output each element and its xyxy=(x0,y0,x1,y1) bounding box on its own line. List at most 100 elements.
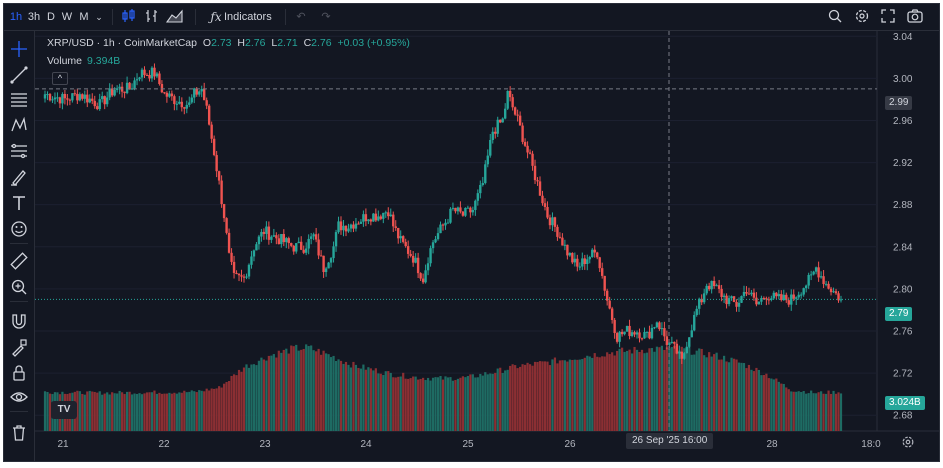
volume-bar xyxy=(111,392,114,431)
candle-body xyxy=(317,239,320,256)
candle-body xyxy=(319,255,323,257)
candle-body xyxy=(655,322,659,328)
candle-body xyxy=(449,208,452,223)
candle-body xyxy=(180,101,184,108)
candle-body xyxy=(419,273,422,279)
fullscreen-icon[interactable] xyxy=(879,8,897,26)
volume-bar xyxy=(817,392,820,431)
interval-1h-button[interactable]: 1h xyxy=(9,11,23,23)
candle-body xyxy=(755,297,758,305)
volume-bar xyxy=(285,348,288,431)
indicators-fx-icon[interactable]: ƒx xyxy=(210,10,222,24)
candle-body xyxy=(591,249,594,258)
emoji-icon[interactable] xyxy=(9,219,29,239)
quick-search-icon[interactable] xyxy=(826,8,844,26)
volume-bar xyxy=(135,393,139,431)
area-chart-icon[interactable] xyxy=(165,8,185,26)
candle-body xyxy=(347,228,350,232)
volume-bar xyxy=(461,376,464,431)
candle-body xyxy=(158,73,161,85)
candle-body xyxy=(516,114,519,116)
redo-icon[interactable]: ↷ xyxy=(321,11,331,23)
volume-bar xyxy=(320,354,323,431)
volume-bar xyxy=(180,392,183,431)
candle-body xyxy=(817,267,820,278)
volume-bar xyxy=(441,379,445,431)
candle-body xyxy=(638,332,641,339)
candle-body xyxy=(834,291,838,294)
zoom-in-icon[interactable] xyxy=(9,277,29,297)
candle-body xyxy=(429,248,432,264)
interval-w-button[interactable]: W xyxy=(61,11,73,23)
volume-bar xyxy=(722,355,726,431)
candle-body xyxy=(548,217,552,226)
projection-icon[interactable] xyxy=(9,141,29,161)
interval-d-button[interactable]: D xyxy=(47,11,55,23)
volume-bar xyxy=(153,390,156,431)
volume-bar xyxy=(203,391,206,431)
volume-bar xyxy=(145,392,149,431)
volume-bar xyxy=(101,394,104,431)
indicators-button[interactable]: Indicators xyxy=(224,11,272,23)
volume-bar xyxy=(536,361,539,431)
volume-bar xyxy=(608,354,611,431)
volume-bar xyxy=(255,365,258,431)
volume-bar xyxy=(807,393,810,431)
candle-body xyxy=(822,276,825,285)
candle-body xyxy=(402,236,405,242)
interval-dropdown-chevron-icon[interactable]: ⌄ xyxy=(95,12,103,22)
tradingview-logo[interactable]: TV xyxy=(51,401,77,419)
volume-bar xyxy=(193,391,196,431)
close-value: 2.76 xyxy=(311,37,332,49)
trash-icon[interactable] xyxy=(9,423,29,443)
eye-icon[interactable] xyxy=(9,387,29,407)
volume-bar xyxy=(354,364,358,431)
volume-bar xyxy=(780,383,783,431)
candle-body xyxy=(287,238,290,244)
price-chart-svg[interactable]: 3.04 3.00 2.96 2.92 2.88 2.84 2.80 2.76 2.72 2.68… xyxy=(35,31,939,461)
volume-bar xyxy=(342,363,345,431)
brush-icon[interactable] xyxy=(9,167,29,187)
collapse-legend-chevron-up-icon[interactable]: ^ xyxy=(52,72,68,85)
candle-body xyxy=(506,90,509,109)
magnet-icon[interactable] xyxy=(9,311,29,331)
lock-draw-icon[interactable] xyxy=(9,338,29,358)
time-axis-settings-gear-icon[interactable] xyxy=(901,435,915,449)
candle-body xyxy=(421,278,425,283)
candle-body xyxy=(685,346,688,354)
volume-bar xyxy=(685,348,688,431)
candle-body xyxy=(494,131,497,134)
fib-icon[interactable] xyxy=(9,89,29,109)
volume-bar xyxy=(369,368,372,431)
volume-bar xyxy=(715,352,718,431)
volume-bar xyxy=(190,390,193,431)
snapshot-camera-icon[interactable] xyxy=(905,8,925,26)
ruler-icon[interactable] xyxy=(9,251,29,271)
lock-icon[interactable] xyxy=(9,363,29,383)
pattern-icon[interactable] xyxy=(9,115,29,135)
volume-bar xyxy=(566,361,569,431)
volume-bar xyxy=(43,391,47,431)
undo-icon[interactable]: ↶ xyxy=(296,11,306,23)
candle-body xyxy=(576,258,579,267)
text-icon[interactable] xyxy=(9,193,29,213)
volume-label[interactable]: Volume xyxy=(47,55,83,67)
crosshair-icon[interactable] xyxy=(9,39,29,59)
candle-body xyxy=(827,283,830,289)
volume-bar xyxy=(476,377,479,431)
low-label: L xyxy=(271,37,278,49)
chart-area[interactable]: 3.04 3.00 2.96 2.92 2.88 2.84 2.80 2.76 2.72 2.68… xyxy=(35,31,939,461)
settings-gear-icon[interactable] xyxy=(853,8,871,26)
volume-bar xyxy=(290,345,293,431)
volume-bar xyxy=(315,351,318,431)
volume-bar xyxy=(571,360,574,431)
compare-icon[interactable] xyxy=(143,8,161,26)
trend-line-icon[interactable] xyxy=(9,65,29,85)
candles-type-icon[interactable] xyxy=(120,8,138,26)
symbol-title[interactable]: XRP/USD · 1h · CoinMarketCap xyxy=(47,37,197,49)
interval-m-button[interactable]: M xyxy=(79,11,89,23)
candle-body xyxy=(521,125,524,142)
candle-body xyxy=(130,88,134,90)
candle-body xyxy=(193,88,196,98)
interval-3h-button[interactable]: 3h xyxy=(27,11,41,23)
